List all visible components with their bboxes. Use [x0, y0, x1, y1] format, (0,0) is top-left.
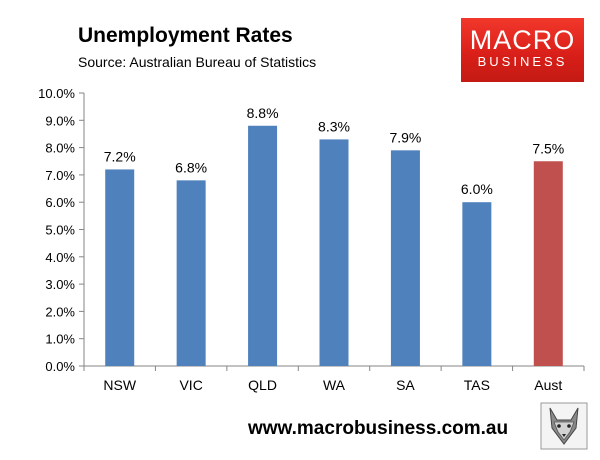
y-tick-label: 9.0% — [45, 113, 75, 128]
wolf-mascot-icon — [540, 402, 588, 450]
y-tick-label: 10.0% — [38, 86, 75, 101]
data-label: 6.0% — [461, 181, 493, 197]
chart-title: Unemployment Rates — [78, 24, 293, 47]
y-tick-label: 5.0% — [45, 223, 75, 238]
x-tick-label: VIC — [179, 377, 202, 393]
macrobusiness-logo: MACRO BUSINESS — [461, 18, 584, 82]
x-tick-label: Aust — [534, 377, 562, 393]
x-tick-label: TAS — [464, 377, 490, 393]
data-label: 8.8% — [247, 105, 279, 121]
y-tick-label: 0.0% — [45, 359, 75, 374]
x-tick-label: WA — [323, 377, 346, 393]
y-tick-label: 4.0% — [45, 250, 75, 265]
y-tick-label: 1.0% — [45, 332, 75, 347]
data-label: 7.5% — [532, 140, 564, 156]
logo-line-2: BUSINESS — [477, 54, 568, 69]
x-tick-label: SA — [396, 377, 415, 393]
bar-tas — [462, 202, 492, 366]
y-tick-label: 6.0% — [45, 195, 75, 210]
bar-qld — [248, 125, 278, 366]
data-label: 7.2% — [104, 148, 136, 164]
bar-nsw — [105, 169, 135, 366]
bar-vic — [176, 180, 206, 366]
chart-subtitle: Source: Australian Bureau of Statistics — [78, 54, 317, 70]
data-label: 8.3% — [318, 118, 350, 134]
y-tick-label: 3.0% — [45, 277, 75, 292]
x-tick-label: QLD — [248, 377, 277, 393]
bar-aust — [533, 161, 563, 366]
footer-url: www.macrobusiness.com.au — [248, 418, 509, 439]
logo-line-1: MACRO — [469, 25, 576, 55]
data-label: 6.8% — [175, 159, 207, 175]
data-label: 7.9% — [389, 129, 421, 145]
y-tick-label: 7.0% — [45, 168, 75, 183]
bar-wa — [319, 139, 349, 366]
y-tick-label: 8.0% — [45, 141, 75, 156]
x-tick-label: NSW — [103, 377, 136, 393]
bar-sa — [390, 150, 420, 366]
y-tick-label: 2.0% — [45, 304, 75, 319]
